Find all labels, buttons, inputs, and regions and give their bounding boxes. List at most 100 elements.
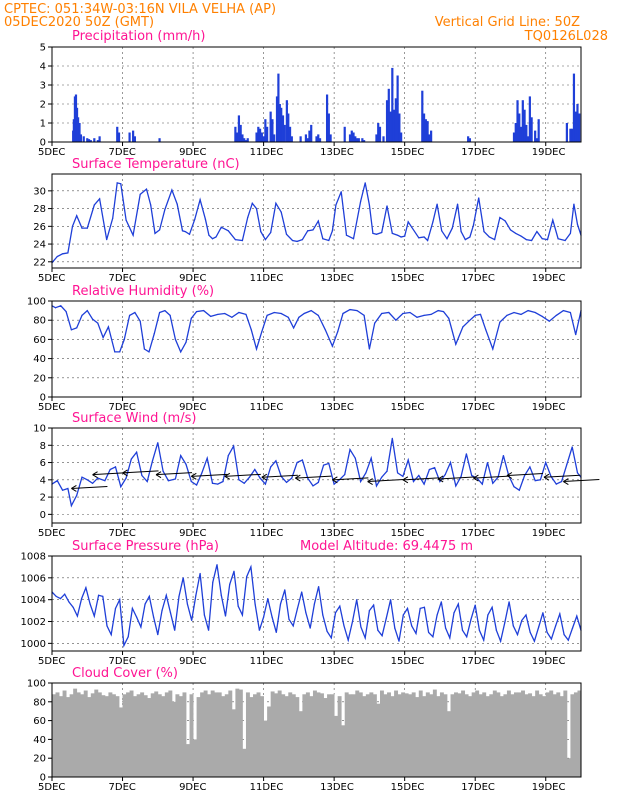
humidity-point [534,311,536,314]
pressure-point [538,626,540,628]
wind-point [259,477,261,479]
wind-point [555,483,557,485]
pressure-point [334,612,337,614]
cloud-bar [524,694,529,777]
pressure-ytick-label: 1004 [21,595,46,606]
humidity-point [462,326,464,328]
temperature-title: Surface Temperature (nC) [72,157,240,172]
humidity-point [349,309,351,311]
wind-ytick-label: 4 [40,475,46,486]
temperature-point [432,221,434,223]
precip-bar [285,100,288,142]
precip-bar [76,117,80,142]
pressure-point [182,577,184,579]
cloud-bar [196,697,201,777]
cloud-bar [454,692,458,777]
humidity-point [60,305,62,307]
cloud-bar [150,693,155,777]
cloud-bar [369,692,374,777]
temperature-point [531,239,533,242]
temperature-point [499,216,501,219]
wind-arrow-icon [367,478,404,485]
cloud-bar [351,694,356,777]
precip-bar [354,136,357,142]
humidity-point [485,329,487,331]
wind-point [523,474,526,477]
humidity-point [148,351,150,353]
cloud-bar [171,701,176,777]
temperature-point [546,239,549,241]
humidity-xtick-label: 19DEC [532,402,566,413]
temperature-point [488,236,490,238]
humidity-point [388,311,390,314]
temperature-point [400,236,402,238]
pressure-point [199,572,201,575]
cloud-bar [383,694,388,777]
cloud-bar [503,694,508,777]
humidity-point [520,313,522,316]
cloud-bar [379,690,384,777]
precip-xtick-label: 5DEC [38,147,65,158]
cloud-bar [489,694,494,777]
humidity-point [292,327,295,329]
pressure-point [415,632,417,635]
pressure-point [343,625,345,627]
cloud-bar [66,697,71,777]
pressure-point [398,640,400,642]
wind-point [481,483,483,485]
pressure-point [119,599,121,601]
cloud-bar [249,697,254,777]
wind-point [449,461,452,464]
pressure-point [178,595,180,598]
header-date: 05DEC2020 50Z (GMT) [4,15,154,30]
precip-bar [239,124,242,142]
wind-xtick-label: 19DEC [532,528,566,539]
humidity-point [437,310,439,312]
pressure-point [64,593,66,595]
precip-bar [430,130,433,142]
cloud-bar [545,692,550,777]
pressure-point [305,612,307,614]
cloud-bar [334,715,339,777]
precip-bar [578,113,581,142]
precip-bar [329,134,332,142]
pressure-point [432,636,434,638]
cloud-bar [175,694,180,777]
cloud-bar [376,703,381,777]
pressure-point [330,637,332,639]
wind-point [104,480,106,482]
wind-point [190,480,192,483]
cloud-bar [316,692,321,777]
pressure-point [461,629,464,631]
precip-bar [348,134,352,142]
temperature-point [264,239,266,241]
pressure-xtick-label: 15DEC [391,656,425,667]
cloud-bar [429,694,434,777]
pressure-point [68,601,70,603]
humidity-ytick-label: 0 [40,393,46,404]
pressure-point [301,591,303,593]
precip-bar [352,132,355,142]
wind-point [418,474,420,477]
cloud-bar [471,692,476,777]
cloud-bar [390,696,395,777]
humidity-ytick-label: 100 [27,297,46,308]
wind-point [222,480,224,483]
pressure-point [309,627,311,629]
cloud-bar [394,690,399,777]
humidity-point [153,333,155,335]
cloud-bar [573,692,578,777]
cloud-bar [94,689,99,777]
wind-point [471,474,473,477]
cloud-bar [253,694,257,777]
pressure-point [254,603,256,605]
temperature-point [340,191,342,193]
wind-point [201,472,203,474]
wind-arrow-icon [122,469,159,477]
wind-point [344,474,346,476]
pressure-point [152,616,155,618]
precip-bar [350,130,353,142]
cloud-bar [136,694,141,777]
wind-point [233,445,235,447]
wind-point [227,455,229,457]
